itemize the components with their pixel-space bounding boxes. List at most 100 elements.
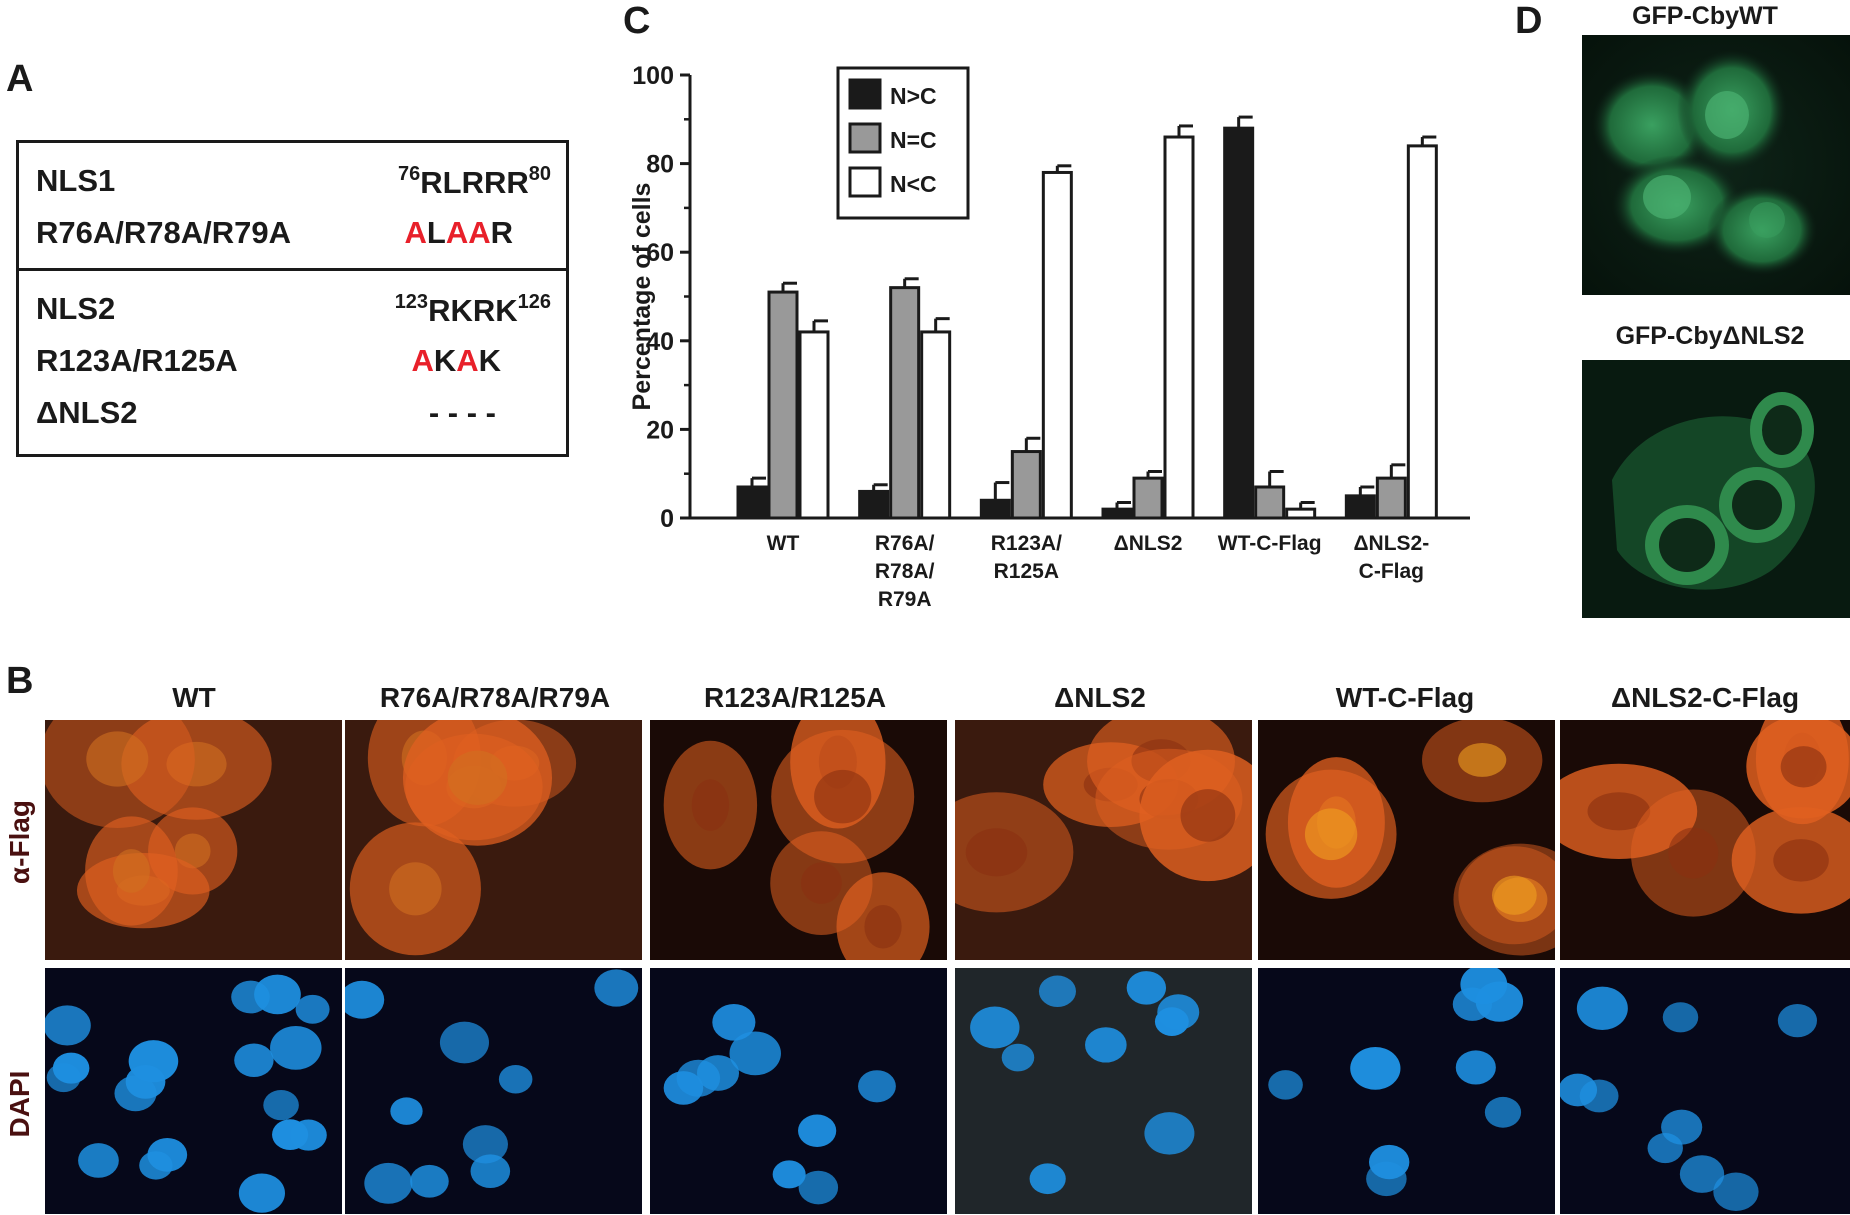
bar bbox=[1375, 476, 1407, 520]
panel-label-c: C bbox=[623, 0, 651, 42]
seq-name: NLS1 bbox=[36, 163, 116, 198]
mutant-seq: AKAK bbox=[411, 343, 501, 379]
y-tick-label: 60 bbox=[646, 239, 674, 267]
x-tick-label: R79A bbox=[878, 588, 932, 611]
deletion-marker: - - - - bbox=[428, 395, 496, 430]
bar bbox=[1010, 450, 1042, 520]
bar bbox=[1254, 485, 1286, 520]
legend-swatch bbox=[848, 166, 882, 198]
gfp-wt-label: GFP-CbyWT bbox=[1632, 2, 1778, 30]
col-header-wt: WT bbox=[172, 682, 216, 713]
motif-end-residue: 126 bbox=[517, 291, 551, 313]
seq-row-nls2: NLS2 123RKRK126 bbox=[36, 291, 551, 331]
seq-name: R76A/R78A/R79A bbox=[36, 215, 291, 250]
dapi-micrograph bbox=[45, 968, 342, 1214]
seq-name: NLS2 bbox=[36, 291, 116, 326]
seq-row-deletion: ΔNLS2 - - - - bbox=[36, 395, 551, 435]
bar bbox=[979, 498, 1011, 520]
x-tick-label: WT bbox=[767, 532, 800, 555]
motif-end-residue: 80 bbox=[528, 163, 551, 185]
residue: A bbox=[404, 215, 427, 250]
residue: K bbox=[433, 343, 457, 378]
residue: A bbox=[411, 343, 434, 378]
residue: A bbox=[456, 343, 479, 378]
residue: A bbox=[445, 215, 469, 250]
y-tick-label: 20 bbox=[646, 416, 674, 444]
legend-swatch bbox=[848, 78, 882, 110]
col-header-r76a: R76A/R78A/R79A bbox=[379, 682, 611, 713]
seq-name: ΔNLS2 bbox=[36, 395, 138, 430]
y-tick-label: 0 bbox=[660, 505, 674, 533]
bar bbox=[736, 485, 768, 520]
dapi-micrograph bbox=[345, 968, 642, 1214]
bar bbox=[1223, 126, 1255, 520]
bar bbox=[1041, 170, 1073, 520]
col-header-dnls2: ΔNLS2 bbox=[1054, 682, 1146, 713]
bar bbox=[1285, 507, 1317, 520]
gfp-dnls2-label: GFP-CbyΔNLS2 bbox=[1615, 322, 1805, 350]
panel-label-d: D bbox=[1515, 0, 1543, 42]
x-tick-label: R125A bbox=[994, 560, 1059, 583]
flag-micrograph bbox=[650, 720, 947, 960]
y-tick-label: 40 bbox=[646, 328, 674, 356]
flag-micrograph bbox=[45, 720, 342, 960]
motif-text: RKRK bbox=[428, 293, 518, 328]
bar bbox=[767, 290, 799, 520]
residue: K bbox=[478, 343, 501, 378]
bar bbox=[1163, 135, 1195, 520]
motif-start-residue: 76 bbox=[398, 163, 421, 185]
bar bbox=[1406, 144, 1438, 520]
flag-micrograph bbox=[1560, 720, 1850, 960]
panel-label-b: B bbox=[6, 660, 34, 702]
y-tick-label: 80 bbox=[646, 151, 674, 179]
x-tick-label: R76A/ bbox=[875, 532, 935, 555]
dapi-micrograph bbox=[1258, 968, 1555, 1214]
residue: L bbox=[426, 215, 446, 250]
motif-start-residue: 123 bbox=[394, 291, 429, 313]
row-header-dapi: DAPI bbox=[4, 1070, 35, 1138]
x-tick-label: C-Flag bbox=[1359, 560, 1424, 583]
seq-motif: 123RKRK126 bbox=[395, 291, 551, 329]
x-tick-label: R123A/ bbox=[991, 532, 1062, 555]
bar bbox=[1344, 494, 1376, 520]
row-header-flag: α-Flag bbox=[4, 799, 35, 885]
legend-label: N<C bbox=[890, 171, 937, 197]
y-axis-label: Percentage of cells bbox=[628, 183, 656, 411]
residue: R bbox=[490, 215, 513, 250]
bar bbox=[920, 330, 952, 520]
flag-micrograph bbox=[345, 720, 642, 960]
seq-name: R123A/R125A bbox=[36, 343, 238, 378]
y-tick-label: 100 bbox=[632, 62, 674, 90]
seq-row-nls2-mutant: R123A/R125A AKAK bbox=[36, 343, 551, 383]
bar bbox=[1132, 476, 1164, 520]
col-header-dnls2-cflag: ΔNLS2-C-Flag bbox=[1610, 682, 1800, 713]
bar bbox=[889, 286, 921, 520]
mutant-seq: ALAAR bbox=[405, 215, 514, 251]
x-tick-label: ΔNLS2 bbox=[1114, 532, 1183, 555]
nls-sequence-table: NLS1 76RLRRR80 R76A/R78A/R79A ALAAR NLS2… bbox=[16, 140, 569, 457]
bar bbox=[858, 489, 890, 520]
x-tick-label: R78A/ bbox=[875, 560, 935, 583]
legend-label: N>C bbox=[890, 83, 937, 109]
flag-micrograph bbox=[1258, 720, 1555, 960]
panel-label-a: A bbox=[6, 58, 34, 100]
seq-row-nls1-mutant: R76A/R78A/R79A ALAAR bbox=[36, 215, 551, 255]
dapi-micrograph bbox=[650, 968, 947, 1214]
dapi-micrograph bbox=[1560, 968, 1850, 1214]
x-tick-label: ΔNLS2- bbox=[1353, 532, 1429, 555]
col-header-wt-cflag: WT-C-Flag bbox=[1335, 682, 1475, 713]
dapi-micrograph bbox=[955, 968, 1252, 1214]
flag-micrograph bbox=[955, 720, 1252, 960]
seq-motif: 76RLRRR80 bbox=[398, 163, 551, 201]
table-divider bbox=[19, 268, 566, 271]
motif-text: RLRRR bbox=[420, 165, 529, 200]
col-header-r123a: R123A/R125A bbox=[703, 682, 887, 713]
gfp-dnls2-image bbox=[1582, 360, 1850, 618]
seq-row-nls1: NLS1 76RLRRR80 bbox=[36, 163, 551, 203]
bar bbox=[1101, 507, 1133, 520]
legend-label: N=C bbox=[890, 127, 937, 153]
gfp-wt-image bbox=[1582, 35, 1850, 295]
x-tick-label: WT-C-Flag bbox=[1218, 532, 1322, 555]
bar bbox=[798, 330, 830, 520]
residue: A bbox=[468, 215, 491, 250]
